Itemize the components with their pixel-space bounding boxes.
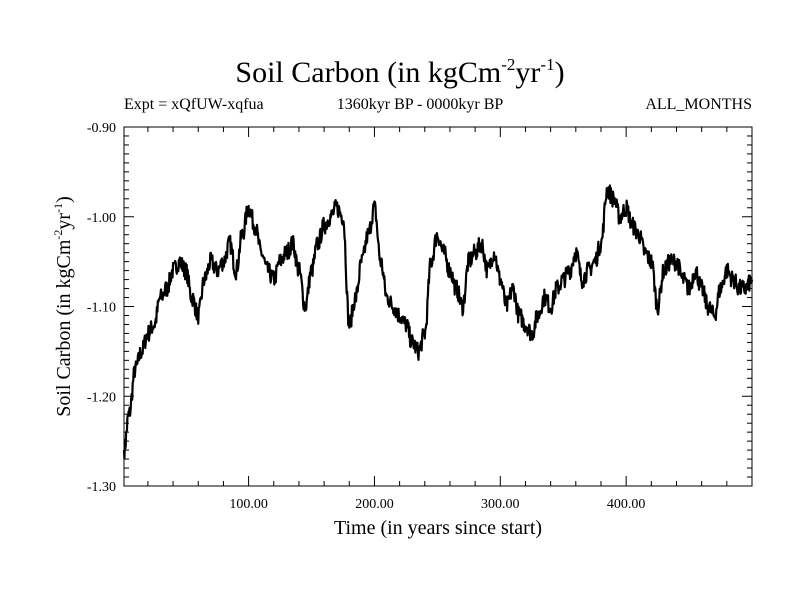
title-superscript-area: -2 bbox=[501, 55, 516, 74]
plot-frame bbox=[123, 126, 753, 487]
y-tick-label: -1.00 bbox=[87, 211, 116, 226]
axis-tick-labels: -1.30 -1.20 -1.10 -1.00 -0.90 100.00 200.00 300… bbox=[87, 121, 646, 512]
title-text-unit: yr bbox=[515, 56, 541, 89]
y-axis-label: Soil Carbon (in kgCm-2yr-1) bbox=[51, 196, 75, 417]
x-tick-label: 400.00 bbox=[607, 497, 646, 512]
x-tick-label: 100.00 bbox=[229, 497, 268, 512]
y-axis-label-unit: yr bbox=[53, 213, 75, 230]
x-axis-label: Time (in years since start) bbox=[334, 517, 542, 539]
experiment-label: Expt = xQfUW-xqfua bbox=[124, 96, 264, 113]
y-axis-label-sup-time: -1 bbox=[51, 203, 65, 213]
y-tick-label: -1.10 bbox=[87, 301, 116, 316]
title-superscript-time: -1 bbox=[540, 55, 555, 74]
series-line-soil-carbon bbox=[122, 184, 754, 460]
y-tick-label: -1.30 bbox=[87, 480, 116, 495]
x-tick-label: 300.00 bbox=[481, 497, 520, 512]
x-tick-label: 200.00 bbox=[355, 497, 394, 512]
chart-title: Soil Carbon (in kgCm-2yr-1) bbox=[0, 56, 800, 90]
y-tick-label: -1.20 bbox=[87, 390, 116, 405]
y-axis-label-close: ) bbox=[53, 196, 75, 203]
period-label: 1360kyr BP - 0000kyr BP bbox=[336, 96, 504, 113]
y-tick-label: -0.90 bbox=[87, 121, 116, 136]
months-label: ALL_MONTHS bbox=[645, 96, 752, 113]
title-text-close: ) bbox=[554, 56, 565, 89]
y-axis-label-sup-area: -2 bbox=[51, 230, 65, 240]
y-axis-label-text: Soil Carbon (in kgCm bbox=[53, 239, 75, 417]
title-text: Soil Carbon (in kgCm bbox=[235, 56, 502, 89]
